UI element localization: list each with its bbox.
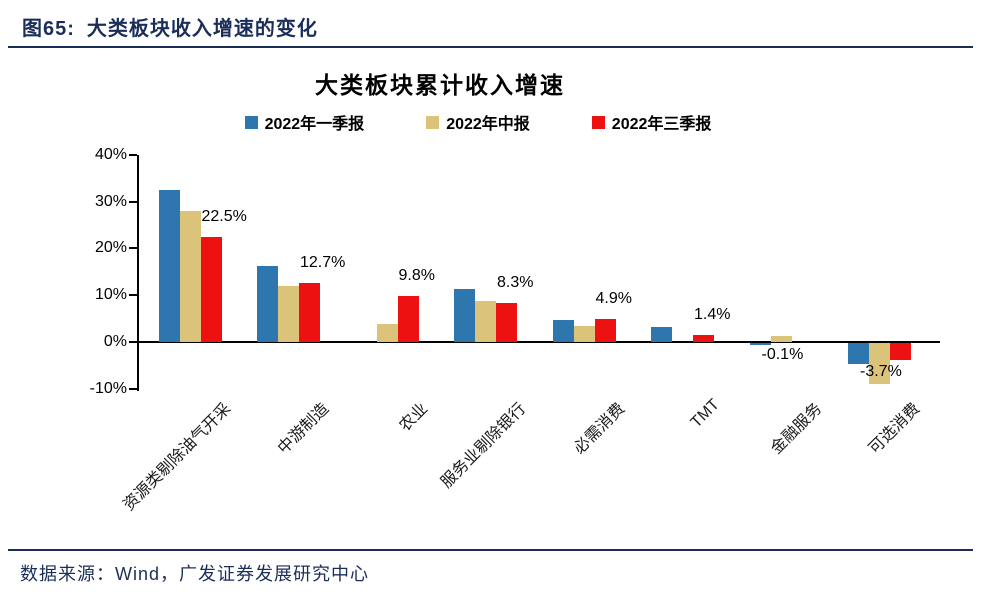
y-tick-mark	[129, 387, 137, 390]
value-label: 22.5%	[201, 207, 247, 225]
bar	[890, 343, 911, 361]
footer-divider	[8, 549, 973, 551]
header-divider	[8, 46, 973, 48]
y-tick-label: 20%	[94, 239, 127, 257]
y-tick-mark	[129, 294, 137, 297]
category-label: 金融服务	[767, 400, 826, 458]
legend-item-h1: 2022年中报	[426, 110, 530, 134]
category-label: 可选消费	[866, 400, 924, 458]
category-label: 必需消费	[570, 400, 629, 458]
y-tick-label: 0%	[103, 333, 127, 350]
value-label: 9.8%	[398, 267, 435, 285]
value-label: 12.7%	[300, 253, 346, 271]
legend-item-q3: 2022年三季报	[591, 110, 712, 134]
bar	[475, 300, 496, 342]
legend-label-h1: 2022年中报	[446, 116, 530, 133]
figure-number-label: 图65:	[22, 18, 75, 40]
value-label: -0.1%	[761, 346, 804, 364]
category-label: 资源类剔除油气开采	[120, 400, 235, 515]
y-tick-label: 30%	[94, 192, 127, 210]
bar	[179, 211, 201, 342]
figure-title: 大类板块收入增速的变化	[86, 18, 318, 40]
bar	[594, 319, 616, 342]
x-axis-line	[137, 341, 940, 343]
value-label: 1.4%	[694, 306, 731, 324]
bar	[397, 296, 419, 342]
data-source-text: 数据来源：Wind，广发证券发展研究中心	[20, 564, 370, 584]
bar	[257, 265, 278, 342]
figure-header: 图65: 大类板块收入增速的变化	[22, 12, 318, 41]
y-axis-line	[137, 154, 139, 391]
legend-label-q1: 2022年一季报	[264, 116, 365, 133]
y-tick-mark	[129, 200, 137, 203]
bar	[770, 336, 792, 342]
bar	[693, 335, 714, 342]
legend-swatch-h1	[426, 115, 440, 129]
y-tick-label: -10%	[89, 379, 127, 397]
y-tick-label: 40%	[94, 145, 127, 163]
y-tick-mark	[129, 153, 137, 156]
bar	[651, 327, 672, 342]
y-tick-label: 10%	[94, 286, 127, 304]
bar	[496, 303, 517, 342]
chart-legend: 2022年一季报 2022年中报 2022年三季报	[0, 110, 956, 134]
legend-label-q3: 2022年三季报	[611, 116, 712, 133]
legend-swatch-q3	[591, 115, 605, 129]
value-label: 8.3%	[497, 274, 534, 292]
bar	[278, 286, 299, 342]
category-label: 中游制造	[275, 400, 333, 458]
bar	[200, 236, 222, 342]
legend-swatch-q1	[244, 115, 258, 129]
chart-title: 大类板块累计收入增速	[315, 72, 565, 98]
bar	[454, 288, 475, 342]
y-tick-mark	[129, 341, 137, 343]
legend-item-q1: 2022年一季报	[244, 110, 365, 134]
category-label: 农业	[396, 400, 432, 435]
value-label: -3.7%	[860, 363, 902, 381]
value-label: 4.9%	[595, 290, 632, 308]
bar	[573, 326, 595, 342]
bar	[848, 343, 869, 365]
y-tick-mark	[129, 247, 137, 250]
category-label: 服务业剔除银行	[438, 400, 530, 492]
bar	[299, 282, 320, 342]
bar	[158, 189, 180, 342]
bar	[749, 343, 771, 346]
bar	[869, 343, 890, 384]
category-label: TMT	[687, 396, 723, 432]
bar	[376, 323, 398, 342]
bar	[552, 320, 574, 342]
